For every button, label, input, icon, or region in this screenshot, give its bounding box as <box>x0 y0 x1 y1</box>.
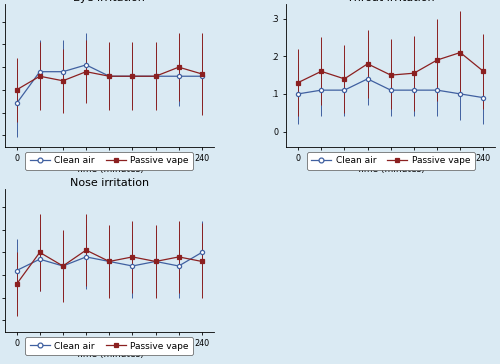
Title: Nose irritation: Nose irritation <box>70 178 149 188</box>
X-axis label: Time (minutes): Time (minutes) <box>356 165 425 174</box>
X-axis label: Time (minutes): Time (minutes) <box>75 165 144 174</box>
Title: Throat irritation: Throat irritation <box>347 0 434 3</box>
X-axis label: Time (minutes): Time (minutes) <box>75 350 144 359</box>
Legend: Clean air, Passive vape: Clean air, Passive vape <box>26 152 193 170</box>
Legend: Clean air, Passive vape: Clean air, Passive vape <box>307 152 474 170</box>
Legend: Clean air, Passive vape: Clean air, Passive vape <box>26 337 193 355</box>
Title: Eye irritation: Eye irritation <box>74 0 145 3</box>
